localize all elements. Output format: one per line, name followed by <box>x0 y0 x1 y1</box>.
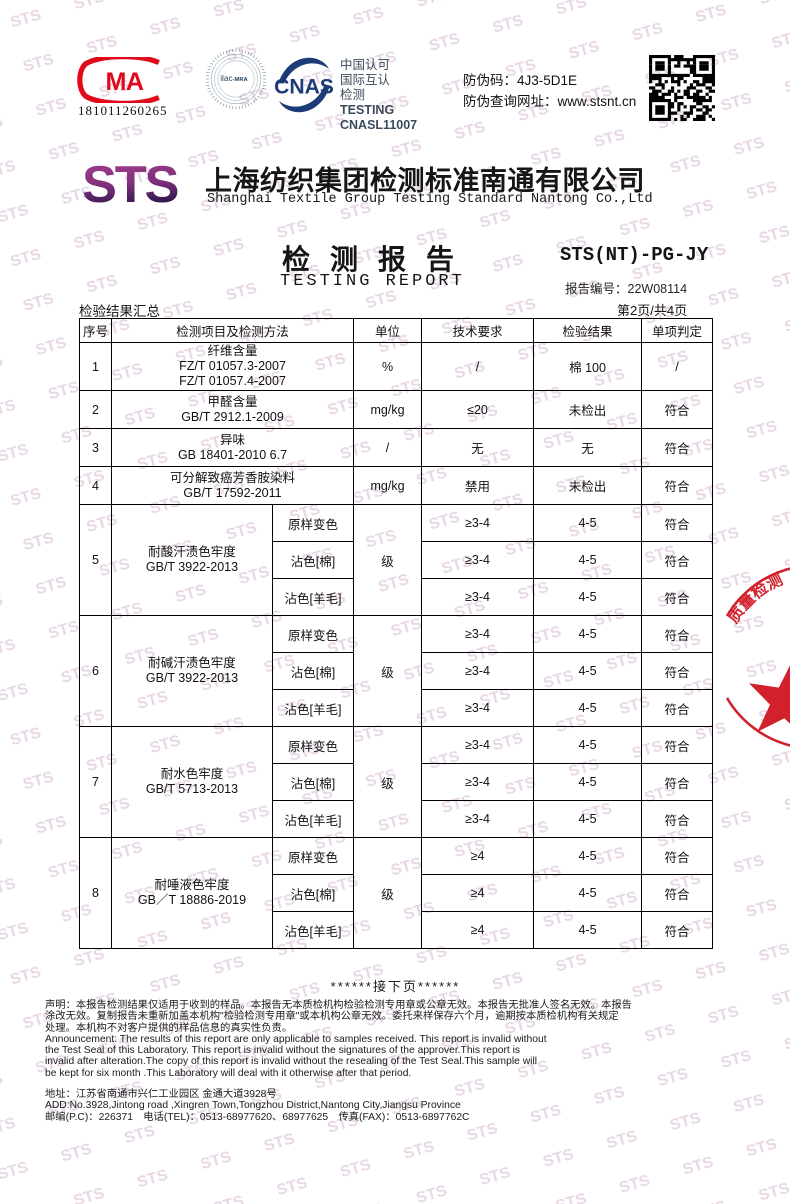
svg-text:ilac-MRA: ilac-MRA <box>220 74 248 83</box>
svg-text:CNAS: CNAS <box>274 76 334 99</box>
svg-text:质量检测: 质量检测 <box>725 570 785 627</box>
svg-text:MA: MA <box>106 68 144 96</box>
svg-text:STS: STS <box>82 156 178 214</box>
